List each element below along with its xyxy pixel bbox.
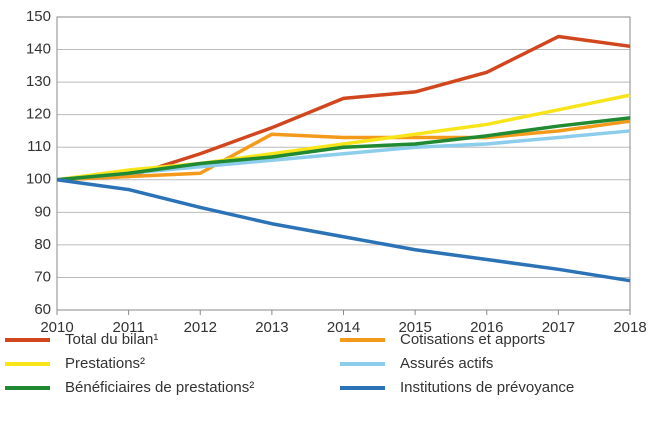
legend-label: Bénéficiaires de prestations²: [65, 379, 254, 396]
y-tick-label: 100: [26, 171, 51, 188]
legend-label: Prestations²: [65, 355, 145, 372]
y-tick-label: 80: [34, 236, 51, 253]
legend-label: Cotisations et apports: [400, 331, 545, 348]
series-line: [56, 178, 631, 283]
y-tick-label: 90: [34, 203, 51, 220]
series-line: [56, 119, 631, 182]
x-tick-label: 2011: [112, 319, 144, 336]
x-tick-label: 2013: [255, 319, 288, 336]
x-tick-label: 2017: [542, 319, 575, 336]
y-tick-label: 60: [34, 301, 51, 318]
series-line: [56, 116, 631, 182]
y-tick-label: 150: [26, 8, 51, 25]
legend-label: Institutions de prévoyance: [400, 379, 574, 396]
y-tick-label: 110: [27, 138, 51, 155]
y-tick-label: 120: [26, 106, 51, 123]
x-tick-label: 2014: [327, 319, 360, 336]
x-tick-label: 2015: [398, 319, 431, 336]
legend-label: Total du bilan¹: [65, 331, 158, 348]
x-tick-label: 2012: [184, 319, 217, 336]
x-tick-label: 2018: [613, 319, 646, 336]
series-line: [56, 93, 631, 182]
x-tick-label: 2016: [470, 319, 503, 336]
legend-label: Assurés actifs: [400, 355, 493, 372]
series-line: [56, 34, 631, 182]
y-tick-label: 140: [26, 41, 51, 58]
y-tick-label: 70: [34, 268, 51, 285]
x-tick-label: 2010: [40, 319, 73, 336]
y-tick-label: 130: [26, 73, 51, 90]
plot-frame: [56, 16, 631, 311]
